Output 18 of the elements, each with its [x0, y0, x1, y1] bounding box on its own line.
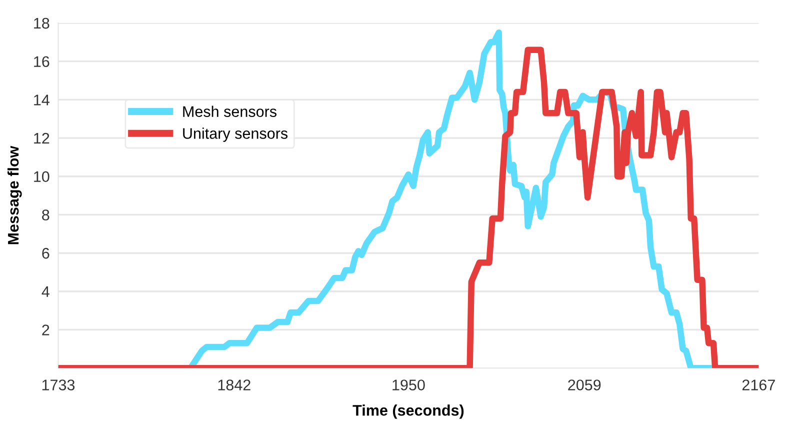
x-tick-label: 2167	[742, 380, 775, 390]
legend-label: Unitary sensors	[183, 128, 288, 142]
y-tick-label: 14	[34, 94, 50, 106]
legend-label: Mesh sensors	[183, 106, 276, 117]
y-tick-label: 18	[34, 18, 50, 29]
x-tick-label: 1733	[42, 380, 75, 390]
x-axis-title: Time (seconds)	[352, 404, 464, 419]
y-tick-label: 16	[34, 56, 50, 68]
x-tick-label: 1842	[218, 380, 250, 390]
y-tick-label: 4	[42, 286, 50, 297]
y-tick-label: 6	[42, 248, 50, 259]
x-tick-label: 1950	[392, 380, 425, 390]
y-tick-label: 10	[34, 171, 50, 182]
y-tick-label: 2	[42, 324, 50, 336]
y-tick-label: 12	[34, 132, 50, 144]
x-tick-label: 2059	[568, 380, 601, 390]
y-axis-title: Message flow	[7, 146, 22, 244]
y-tick-label: 8	[42, 210, 50, 220]
